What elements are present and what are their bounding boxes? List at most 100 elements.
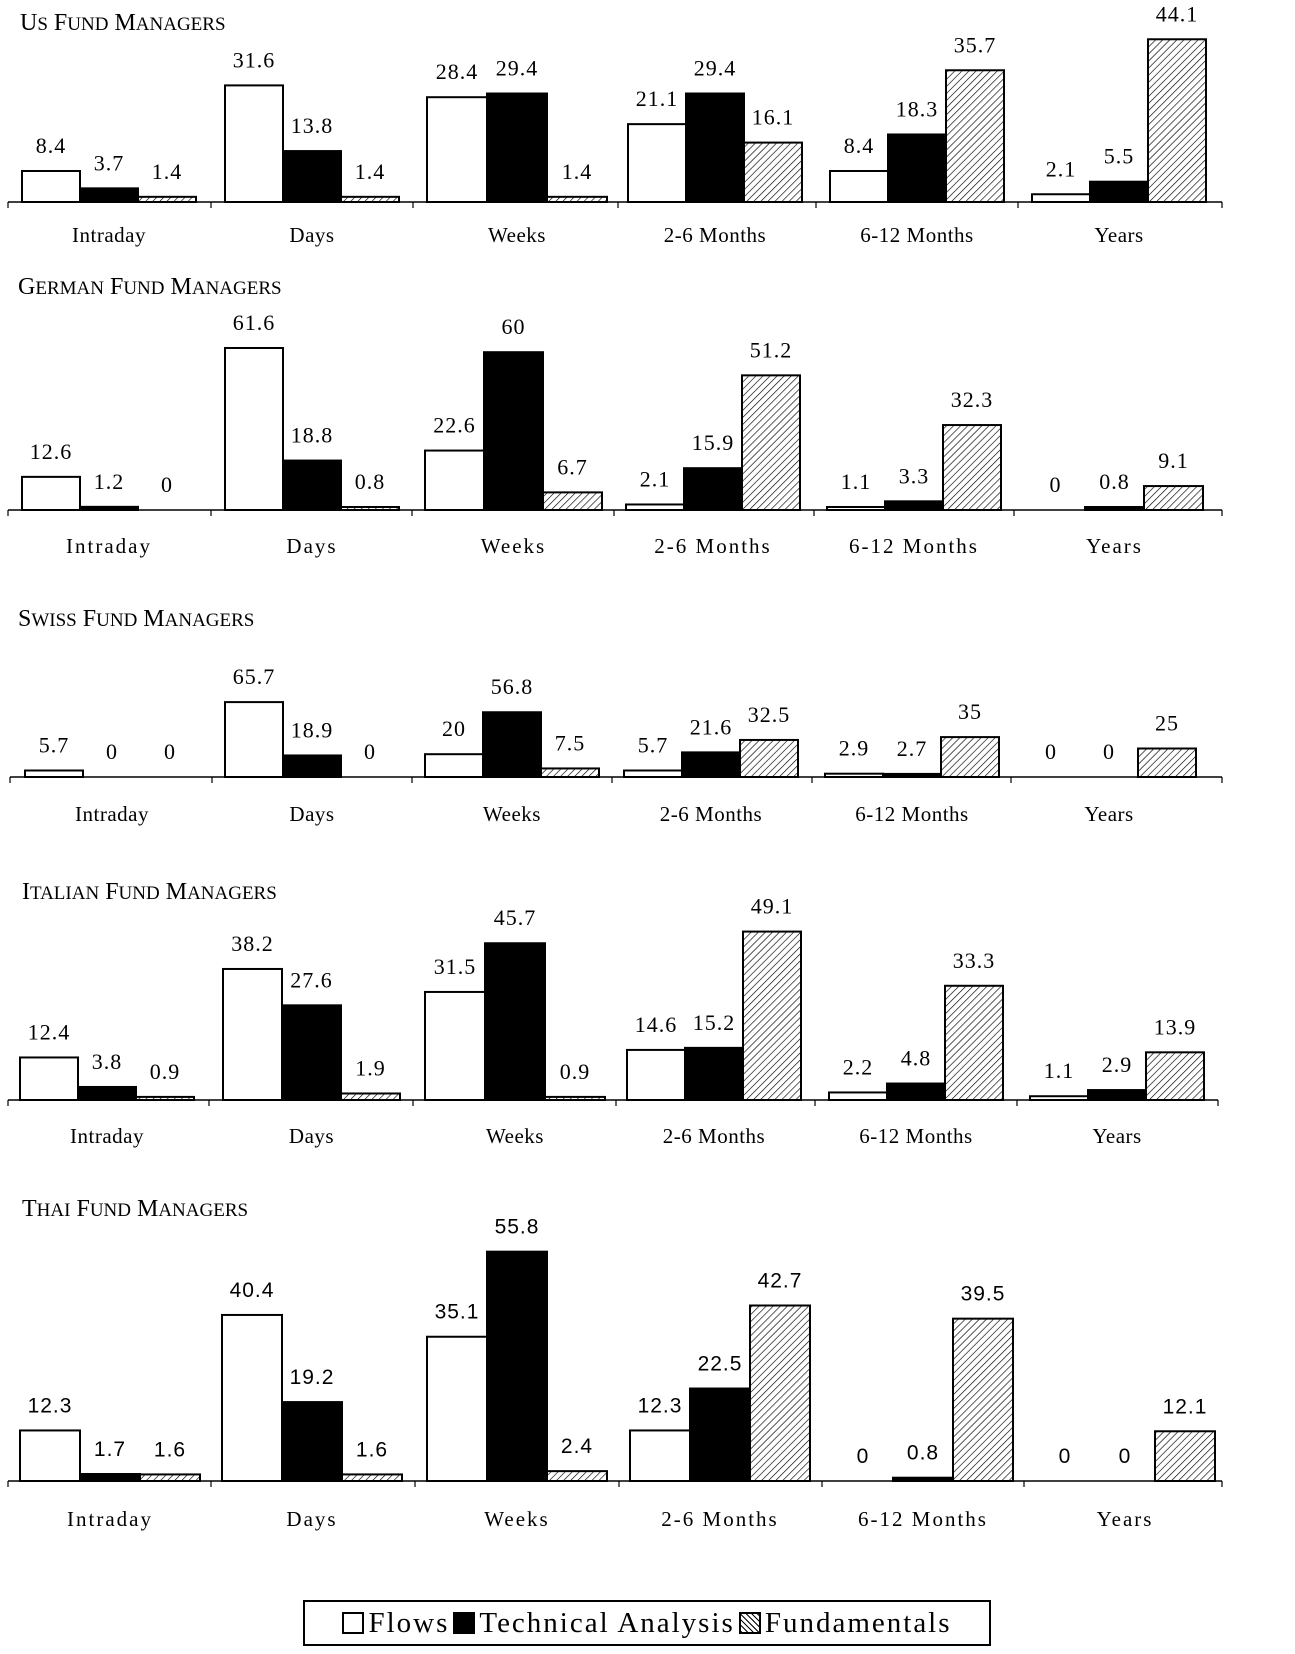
us-bar-fundamentals-2-6-months [743,141,803,204]
german-bar-flows-2-6-months [625,503,685,511]
german-data-label-fundamentals-intraday: 0 [161,472,173,497]
swiss-category-label-years: Years [1084,802,1133,826]
thai-category-label-years: Years [1097,1507,1154,1531]
us-data-label-flows-2-6-months: 21.1 [636,86,679,111]
us-category-label-weeks: Weeks [488,223,546,247]
legend-label-technical-analysis: Technical Analysis [479,1606,735,1639]
thai-bar-technical-analysis-intraday [79,1473,141,1482]
german-bar-flows-intraday [21,475,81,511]
thai-bar-flows-days [221,1313,283,1483]
german-data-label-fundamentals-2-6-months: 51.2 [750,337,793,362]
us-data-label-fundamentals-2-6-months: 16.1 [752,105,795,130]
swiss-data-label-fundamentals-6-12-months: 35 [958,699,982,724]
german-bar-flows-days [224,346,284,511]
german-data-label-fundamentals-6-12-months: 32.3 [951,387,994,412]
italian-data-label-technical-analysis-2-6-months: 15.2 [693,1010,736,1035]
swiss-data-label-technical-analysis-6-12-months: 2.7 [897,736,928,761]
us-data-label-fundamentals-weeks: 1.4 [562,159,593,184]
italian-data-label-technical-analysis-years: 2.9 [1102,1052,1133,1077]
german-data-label-fundamentals-days: 0.8 [355,469,386,494]
italian-data-label-flows-2-6-months: 14.6 [635,1012,678,1037]
us-panel-title: US FUND MANAGERS [20,10,226,36]
german-data-label-technical-analysis-weeks: 60 [502,314,526,339]
italian-data-label-fundamentals-years: 13.9 [1154,1014,1197,1039]
thai-bar-flows-2-6-months [629,1429,691,1483]
italian-category-label-2-6-months: 2-6 Months [663,1124,765,1148]
italian-bar-flows-weeks [424,990,486,1102]
thai-category-label-intraday: Intraday [67,1507,153,1531]
swiss-bar-fundamentals-years [1137,747,1197,778]
swiss-data-label-flows-weeks: 20 [442,716,466,741]
us-bar-technical-analysis-2-6-months [685,92,745,203]
italian-bar-technical-analysis-intraday [77,1085,137,1101]
thai-bar-flows-intraday [19,1429,81,1483]
thai-data-label-flows-years: 0 [1059,1445,1072,1468]
swiss-data-label-technical-analysis-days: 18.9 [291,717,334,742]
german-category-label-days: Days [286,534,337,558]
german-bar-flows-weeks [424,449,485,512]
us-bar-technical-analysis-weeks [486,92,548,203]
italian-data-label-fundamentals-intraday: 0.9 [150,1059,181,1084]
swiss-category-label-2-6-months: 2-6 Months [660,802,762,826]
italian-bar-flows-days [222,967,283,1101]
italian-bar-fundamentals-6-12-months [944,984,1004,1102]
german-data-label-flows-weeks: 22.6 [433,413,476,438]
us-category-label-intraday: Intraday [72,223,146,247]
us-data-label-technical-analysis-2-6-months: 29.4 [694,56,737,81]
german-category-label-intraday: Intraday [66,534,152,558]
italian-bar-fundamentals-years [1145,1051,1205,1101]
us-bar-fundamentals-weeks [546,195,608,203]
thai-data-label-flows-2-6-months: 12.3 [638,1394,683,1417]
italian-data-label-flows-intraday: 12.4 [28,1019,71,1044]
swiss-data-label-fundamentals-intraday: 0 [164,739,176,764]
swiss-data-label-fundamentals-2-6-months: 32.5 [748,702,791,727]
thai-bar-fundamentals-intraday [139,1473,201,1482]
swiss-bar-flows-2-6-months [623,769,683,779]
us-panel: US FUND MANAGERS Intraday 8.4 3.7 1.4 Days 31.… [7,1,1223,247]
swiss-bar-flows-6-12-months [824,772,884,778]
legend-label-flows: Flows [368,1606,450,1639]
thai-bar-fundamentals-2-6-months [749,1304,811,1483]
us-data-label-fundamentals-intraday: 1.4 [152,159,183,184]
thai-panel-title: THAI FUND MANAGERS [22,1196,248,1222]
us-data-label-fundamentals-6-12-months: 35.7 [954,32,997,57]
thai-bar-technical-analysis-6-12-months [892,1476,954,1483]
german-bar-technical-analysis-weeks [483,351,544,512]
us-data-label-fundamentals-days: 1.4 [355,159,386,184]
thai-bar-flows-weeks [426,1335,488,1483]
german-bar-fundamentals-6-12-months [942,424,1002,511]
italian-category-label-years: Years [1092,1124,1141,1148]
italian-category-label-intraday: Intraday [70,1124,144,1148]
german-bar-fundamentals-years [1143,485,1204,511]
italian-category-label-weeks: Weeks [486,1124,544,1148]
thai-data-label-technical-analysis-6-12-months: 0.8 [907,1442,939,1465]
us-data-label-flows-6-12-months: 8.4 [844,133,875,158]
us-data-label-technical-analysis-6-12-months: 18.3 [896,96,939,121]
thai-bar-technical-analysis-days [281,1401,343,1483]
legend-item-technical-analysis: Technical Analysis [453,1607,734,1640]
us-bar-fundamentals-years [1147,38,1207,204]
italian-bar-technical-analysis-years [1087,1089,1147,1101]
thai-data-label-flows-days: 40.4 [230,1279,275,1302]
italian-bar-fundamentals-days [340,1092,401,1102]
swiss-data-label-flows-days: 65.7 [233,664,276,689]
thai-data-label-technical-analysis-weeks: 55.8 [495,1216,540,1239]
swiss-data-label-technical-analysis-intraday: 0 [106,739,118,764]
legend-item-fundamentals: Fundamentals [738,1607,952,1640]
italian-data-label-fundamentals-6-12-months: 33.3 [953,948,996,973]
italian-bar-flows-6-12-months [828,1091,888,1101]
thai-data-label-technical-analysis-days: 19.2 [290,1366,335,1389]
us-data-label-flows-days: 31.6 [233,47,276,72]
italian-panel-title: ITALIAN FUND MANAGERS [22,879,277,905]
italian-data-label-fundamentals-weeks: 0.9 [560,1059,591,1084]
swiss-data-label-flows-years: 0 [1045,739,1057,764]
us-bar-flows-years [1031,193,1091,204]
italian-data-label-fundamentals-days: 1.9 [355,1055,386,1080]
swiss-data-label-technical-analysis-2-6-months: 21.6 [690,714,733,739]
swiss-bar-technical-analysis-6-12-months [882,772,942,778]
legend-swatch-flows [342,1612,365,1634]
us-data-label-flows-weeks: 28.4 [436,59,479,84]
german-panel-title: GERMAN FUND MANAGERS [18,274,282,300]
us-category-label-days: Days [289,223,334,247]
